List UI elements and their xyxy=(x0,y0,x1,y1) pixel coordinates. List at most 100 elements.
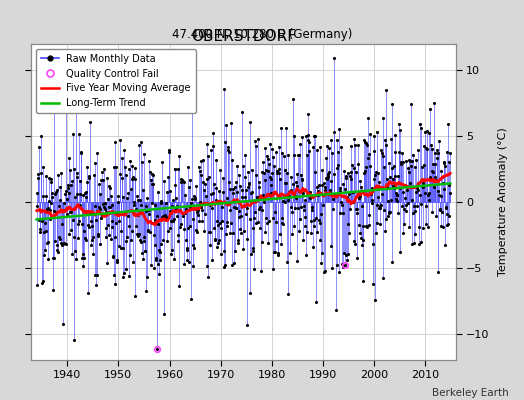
Point xyxy=(173,238,182,244)
Point xyxy=(308,204,316,211)
Point xyxy=(163,228,172,234)
Point xyxy=(390,132,399,138)
Point xyxy=(261,145,269,152)
Point xyxy=(210,225,218,232)
Point xyxy=(131,293,139,299)
Point xyxy=(206,229,215,236)
Point xyxy=(221,262,230,268)
Point xyxy=(202,263,211,269)
Point xyxy=(40,220,49,226)
Point xyxy=(129,258,137,265)
Point xyxy=(351,241,359,248)
Point xyxy=(414,224,423,230)
Point xyxy=(438,208,446,215)
Point xyxy=(287,187,295,193)
Point xyxy=(124,213,133,220)
Point xyxy=(147,177,155,183)
Point xyxy=(56,196,64,203)
Point xyxy=(218,204,226,210)
Point xyxy=(298,176,306,183)
Point xyxy=(244,168,253,175)
Point xyxy=(389,183,397,189)
Point xyxy=(143,274,151,280)
Point xyxy=(265,218,274,224)
Point xyxy=(298,176,306,182)
Point xyxy=(386,208,395,215)
Point xyxy=(94,233,102,240)
Point xyxy=(117,244,125,251)
Point xyxy=(263,220,271,226)
Point xyxy=(256,225,265,231)
Point xyxy=(280,153,288,160)
Point xyxy=(370,147,378,154)
Point xyxy=(176,207,184,213)
Point xyxy=(318,250,326,256)
Point xyxy=(90,203,99,209)
Point xyxy=(355,222,363,229)
Point xyxy=(136,197,144,203)
Point xyxy=(189,216,197,222)
Point xyxy=(146,229,154,235)
Point xyxy=(241,194,249,200)
Point xyxy=(69,217,77,223)
Point xyxy=(272,168,281,174)
Point xyxy=(197,203,205,210)
Point xyxy=(422,221,430,227)
Point xyxy=(350,165,358,171)
Point xyxy=(398,150,406,157)
Point xyxy=(423,128,432,134)
Point xyxy=(243,205,251,212)
Point xyxy=(212,197,220,203)
Point xyxy=(285,189,293,195)
Point xyxy=(59,241,67,247)
Point xyxy=(181,210,189,217)
Point xyxy=(196,168,204,174)
Point xyxy=(373,220,381,226)
Point xyxy=(381,86,390,93)
Point xyxy=(67,182,75,188)
Point xyxy=(257,196,265,202)
Point xyxy=(208,257,216,264)
Point xyxy=(360,170,368,176)
Point xyxy=(266,173,274,180)
Point xyxy=(350,136,358,143)
Point xyxy=(177,178,185,185)
Point xyxy=(130,202,138,208)
Point xyxy=(402,208,411,214)
Point xyxy=(199,179,208,185)
Point xyxy=(218,218,226,224)
Point xyxy=(315,181,323,188)
Point xyxy=(380,137,389,143)
Point xyxy=(292,179,300,185)
Point xyxy=(369,132,378,139)
Point xyxy=(436,223,445,230)
Point xyxy=(340,167,348,174)
Point xyxy=(56,236,64,242)
Point xyxy=(432,213,441,220)
Point xyxy=(272,237,280,244)
Point xyxy=(314,192,322,199)
Point xyxy=(42,240,51,246)
Point xyxy=(348,198,357,205)
Point xyxy=(343,193,352,200)
Point xyxy=(331,193,339,200)
Point xyxy=(238,187,246,193)
Point xyxy=(310,132,318,139)
Point xyxy=(89,250,97,257)
Point xyxy=(99,177,107,184)
Point xyxy=(124,190,132,196)
Point xyxy=(227,220,235,226)
Point xyxy=(174,232,183,238)
Point xyxy=(170,256,178,262)
Point xyxy=(88,223,96,230)
Point xyxy=(81,235,89,241)
Point xyxy=(156,257,164,264)
Point xyxy=(310,216,319,223)
Point xyxy=(255,179,264,186)
Point xyxy=(110,164,118,170)
Point xyxy=(429,161,437,167)
Point xyxy=(387,101,396,107)
Point xyxy=(335,188,344,194)
Point xyxy=(243,236,252,242)
Point xyxy=(267,181,276,188)
